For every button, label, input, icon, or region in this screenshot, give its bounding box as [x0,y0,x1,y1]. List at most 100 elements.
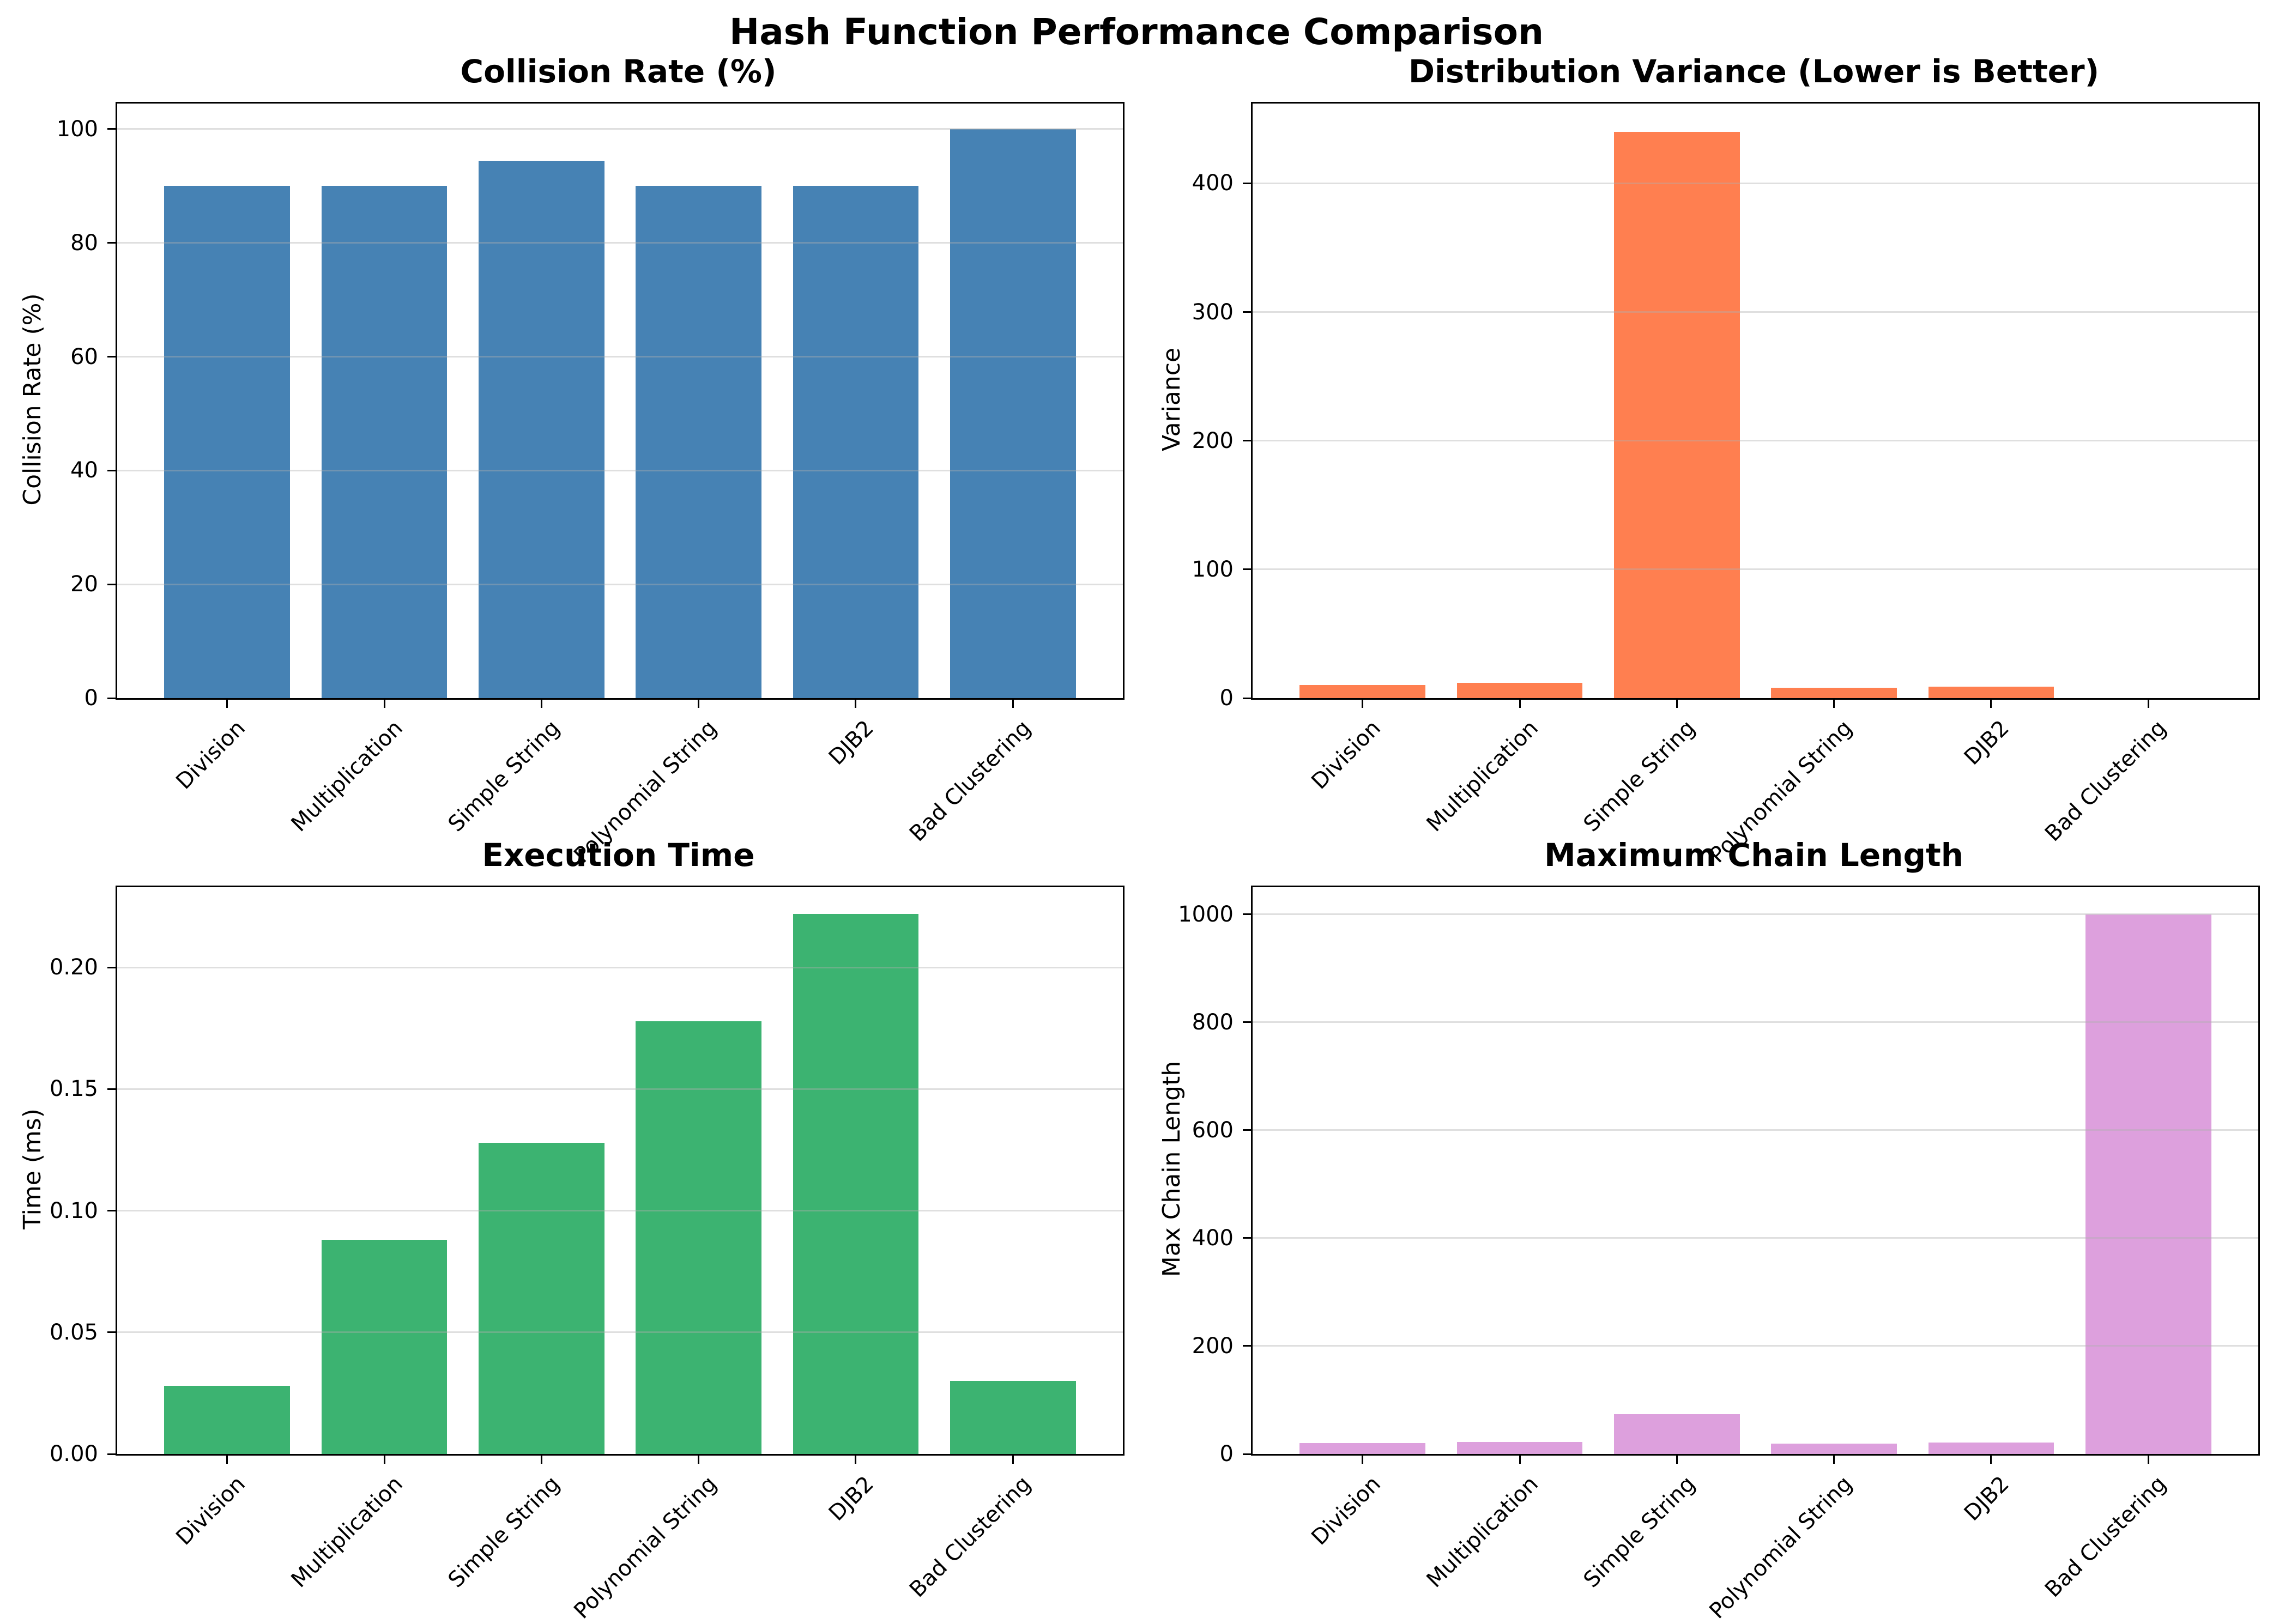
bar-multiplication [321,1240,448,1454]
x-tick-mark [1676,700,1678,708]
y-tick-mark [107,128,116,130]
x-tick-mark [1833,700,1835,708]
y-axis-label-variance: Variance [1158,347,1186,452]
y-tick-mark [107,1331,116,1334]
y-tick-label: 20 [70,572,98,597]
y-tick-mark [107,1453,116,1455]
x-tick-mark [1519,700,1521,708]
y-tick-label: 0.15 [49,1076,98,1102]
x-tick-mark [1519,1456,1521,1464]
y-axis-label-max-chain-length: Max Chain Length [1158,1061,1186,1277]
bar-polynomial-string [636,186,761,698]
bar-djb2 [793,914,919,1454]
x-tick-mark [226,700,228,708]
x-tick-mark [226,1456,228,1464]
x-tick-label: Division [1307,1471,1386,1550]
y-tick-mark [1243,1237,1251,1239]
x-tick-label: Bad Clustering [905,1471,1036,1603]
gridline [1253,440,2258,442]
bar-multiplication [321,186,448,698]
subplot-title-maximum-chain-length: Maximum Chain Length [1544,837,1963,874]
x-tick-mark [1833,1456,1835,1464]
x-tick-mark [855,1456,857,1464]
x-tick-mark [1990,700,1992,708]
gridline [117,1088,1123,1090]
x-tick-mark [1990,1456,1992,1464]
gridline [1253,311,2258,313]
y-tick-label: 100 [1192,556,1234,582]
bar-djb2 [1928,1443,2054,1454]
x-tick-label: Bad Clustering [905,715,1036,847]
y-tick-mark [107,469,116,471]
x-tick-mark [1676,1456,1678,1464]
y-tick-mark [1243,568,1251,571]
y-tick-label: 200 [1192,1333,1234,1359]
y-tick-mark [1243,440,1251,442]
bar-division [1299,1443,1426,1454]
x-tick-label: Multiplication [286,715,408,837]
gridline [117,356,1123,358]
subplot-title-execution-time: Execution Time [482,837,755,874]
y-tick-label: 600 [1192,1117,1234,1143]
x-tick-label: DJB2 [824,715,879,770]
bar-polynomial-string [1771,688,1897,698]
x-tick-label: Polynomial String [1704,1471,1858,1624]
bar-division [164,186,291,698]
y-tick-label: 0.10 [49,1198,98,1223]
gridline [117,242,1123,244]
gridline [117,1210,1123,1212]
y-tick-mark [1243,182,1251,184]
y-tick-label: 0.20 [49,955,98,980]
x-tick-label: Division [171,1471,251,1550]
y-tick-mark [1243,1453,1251,1455]
x-tick-label: Polynomial String [569,1471,722,1624]
gridline [1253,1129,2258,1131]
gridline [117,583,1123,585]
x-tick-mark [383,700,385,708]
x-tick-label: Division [1307,715,1386,795]
y-tick-label: 40 [70,458,98,483]
y-tick-label: 0 [1219,1441,1234,1467]
y-tick-label: 800 [1192,1009,1234,1035]
x-tick-mark [698,700,700,708]
x-tick-mark [383,1456,385,1464]
x-tick-label: Simple String [443,715,565,837]
gridline [1253,1021,2258,1023]
y-tick-label: 100 [56,116,98,142]
y-tick-label: 200 [1192,428,1234,453]
y-tick-label: 400 [1192,1225,1234,1251]
x-tick-label: Division [171,715,251,795]
y-axis-label-time: Time (ms) [19,1108,46,1229]
y-tick-mark [1243,697,1251,699]
gridline [1253,568,2258,571]
y-tick-label: 60 [70,344,98,369]
x-tick-label: Multiplication [1422,715,1543,837]
y-tick-label: 400 [1192,171,1234,196]
bar-simple-string [479,161,604,698]
x-tick-label: Multiplication [1422,1471,1543,1593]
x-tick-mark [1362,700,1364,708]
plot-area-collision-rate: 0 20 40 60 80 100 Division Multiplication Simple… [57,102,1125,868]
y-tick-mark [1243,913,1251,916]
bar-simple-string [1614,131,1740,698]
x-tick-label: DJB2 [824,1471,879,1526]
gridline [1253,1345,2258,1347]
bar-multiplication [1456,1442,1583,1454]
y-tick-label: 0.00 [49,1441,98,1467]
plot-area-maximum-chain-length: 0 200 400 600 800 1000 Division Multiplication S… [1178,886,2260,1624]
x-tick-label: Simple String [1579,1471,1700,1593]
subplot-title-distribution-variance: Distribution Variance (Lower is Better) [1408,53,2100,90]
bar-bad-clustering [950,129,1076,698]
y-tick-mark [107,966,116,968]
bar-bad-clustering [2085,914,2211,1454]
bar-bad-clustering [950,1381,1076,1454]
y-tick-label: 0 [1219,686,1234,711]
gridline [117,966,1123,968]
gridline [1253,913,2258,916]
y-tick-mark [1243,311,1251,313]
bar-simple-string [479,1142,604,1454]
gridline [117,469,1123,471]
y-tick-mark [107,356,116,358]
x-tick-label: Bad Clustering [2040,715,2172,847]
y-tick-mark [107,697,116,699]
